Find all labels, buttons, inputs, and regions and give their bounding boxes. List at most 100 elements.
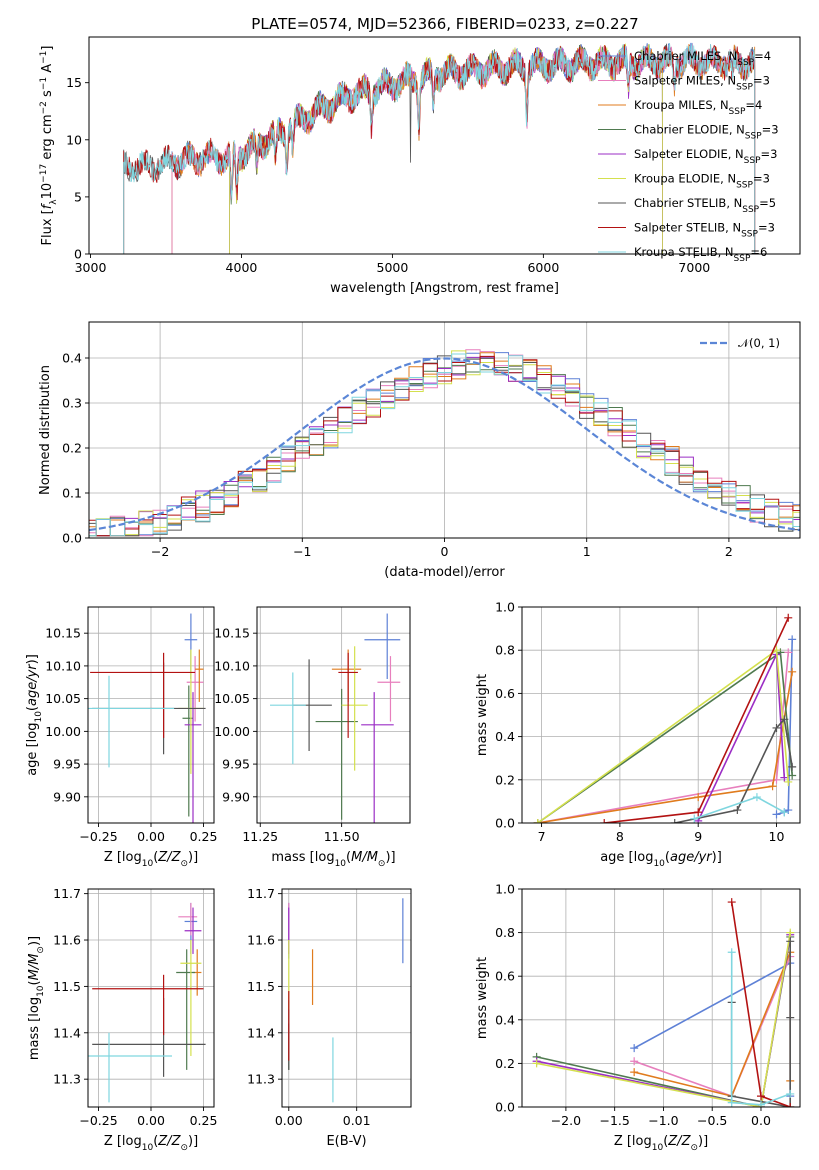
data-point-5 [184, 692, 202, 823]
mass-vs-z-panel: −0.25 0.00 0.25 11.3 11.4 11.5 11.6 11.7 Z [log1… [27, 886, 217, 1153]
data-point-5 [184, 907, 202, 954]
y-tick-label: 0.1 [62, 486, 82, 501]
data-point-6 [180, 940, 202, 1056]
y-tick-label: 1.0 [495, 600, 515, 615]
y-tick-label: 11.4 [247, 1025, 275, 1040]
y-tick-label: 9.90 [53, 789, 81, 804]
age-vs-z-panel: −0.25 0.00 0.25 9.90 9.95 10.00 10.05 10.10 10.1… [25, 606, 217, 869]
residual-histogram-3 [89, 352, 800, 537]
x-tick-label: 3000 [75, 260, 107, 275]
weight-series-7 [670, 715, 797, 823]
y-tick-label: 11.3 [53, 1072, 81, 1087]
y-axis-label: mass weight [475, 674, 490, 756]
residual-histogram-9 [89, 353, 800, 537]
data-point-9 [270, 672, 306, 765]
x-tick-label: −2 [151, 544, 169, 559]
y-tick-label: 0.4 [495, 1012, 515, 1027]
weight-marker [784, 806, 793, 815]
x-axis-label: Z [log10(Z/Z⊙)] [614, 1134, 708, 1153]
data-point-5 [361, 692, 394, 823]
data-point-1 [364, 613, 401, 679]
x-tick-label: −1.0 [648, 1113, 678, 1128]
weight-marker [733, 806, 742, 815]
data-point-9 [88, 1032, 172, 1103]
y-axis-label: mass [log10(M/M⊙)] [27, 936, 46, 1060]
weight-marker [788, 667, 797, 676]
y-axis-label: Flux [fλ10−17 erg cm−2 s−1 A−1] [39, 46, 59, 246]
x-tick-label: −1.5 [599, 1113, 629, 1128]
y-tick-label: 5 [74, 189, 82, 204]
weight-marker [780, 808, 789, 817]
y-tick-label: 0.2 [62, 441, 82, 456]
residual-histogram-6 [89, 350, 800, 537]
spectrum-legend: Chabrier MILES, NSSP=4 Salpeter MILES, NS… [598, 49, 779, 264]
y-tick-label: 0 [74, 247, 82, 262]
residuals-legend: 𝒩(0, 1) [700, 336, 780, 350]
y-tick-label: 1.0 [495, 882, 515, 897]
y-tick-label: 0.8 [495, 925, 515, 940]
data-point-4 [176, 949, 196, 1070]
age-vs-mass-panel: 11.25 11.50 9.90 9.95 10.00 10.05 10.10 10.15 ma… [214, 606, 411, 869]
axes-frame [281, 888, 412, 1108]
y-tick-label: 11.6 [247, 933, 275, 948]
legend-label-2: Salpeter MILES, NSSP=3 [634, 74, 770, 93]
y-tick-label: 0.6 [495, 969, 515, 984]
weight-marker [786, 1089, 795, 1098]
weight-marker [533, 819, 542, 823]
weight-series-3 [533, 667, 797, 823]
weight-marker [727, 898, 736, 907]
x-axis-label: wavelength [Angstrom, rest frame] [330, 281, 559, 296]
legend-label-9: Kroupa STELIB, NSSP=6 [634, 245, 767, 264]
y-tick-label: 0.8 [495, 643, 515, 658]
x-tick-label: 4000 [226, 260, 258, 275]
y-tick-label: 15 [66, 75, 82, 90]
weight-line [537, 671, 793, 823]
weight-marker [532, 1059, 541, 1068]
weight-marker [784, 648, 793, 657]
x-axis-label: E(B-V) [326, 1134, 366, 1149]
y-tick-label: 11.4 [53, 1025, 81, 1040]
weight-marker [690, 814, 699, 823]
x-tick-label: −2.0 [551, 1113, 581, 1128]
data-point-2 [186, 656, 204, 722]
y-tick-label: 11.3 [247, 1072, 275, 1087]
y-tick-label: 0.3 [62, 396, 82, 411]
y-tick-label: 10.00 [45, 724, 81, 739]
weight-marker [780, 715, 789, 724]
weight-series-8 [727, 898, 795, 1107]
weight-marker [756, 1100, 765, 1107]
y-tick-label: 9.95 [222, 757, 250, 772]
weight-marker [786, 1103, 795, 1107]
y-tick-label: 10.15 [45, 626, 81, 641]
weight-marker [756, 1092, 765, 1101]
x-tick-label: −1 [293, 544, 311, 559]
x-axis-label: mass [log10(M/M⊙)] [271, 850, 395, 869]
x-tick-label: 0.00 [137, 1113, 165, 1128]
figure-title: PLATE=0574, MJD=52366, FIBERID=0233, z=0… [251, 15, 638, 33]
y-tick-label: 0.0 [495, 1100, 515, 1115]
spectrum-line-9 [123, 43, 756, 254]
data-point-8 [338, 652, 358, 738]
legend-label-8: Salpeter STELIB, NSSP=3 [634, 221, 775, 240]
x-tick-label: 0.0 [751, 1113, 771, 1128]
y-tick-label: 0.2 [495, 1056, 515, 1071]
x-tick-label: −0.25 [79, 829, 117, 844]
weight-series-2 [533, 648, 793, 823]
x-tick-label: 9 [694, 829, 702, 844]
weight-line [776, 639, 793, 816]
weight-marker [784, 613, 793, 622]
y-tick-label: 10.10 [214, 658, 250, 673]
x-tick-label: −0.5 [697, 1113, 727, 1128]
weight-marker [630, 1044, 639, 1053]
y-axis-label: Normed distribution [38, 365, 53, 495]
y-tick-label: 0.4 [62, 351, 82, 366]
y-axis-label: age [log10(age/yr)] [25, 654, 44, 776]
y-tick-label: 11.7 [53, 886, 81, 901]
x-tick-label: 11.25 [242, 829, 278, 844]
y-tick-label: 9.90 [222, 789, 250, 804]
y-tick-label: 10.10 [45, 658, 81, 673]
legend-label-7: Chabrier STELIB, NSSP=5 [634, 196, 776, 215]
weight-marker [752, 793, 761, 802]
x-tick-label: 10 [769, 829, 785, 844]
y-tick-label: 11.5 [53, 979, 81, 994]
